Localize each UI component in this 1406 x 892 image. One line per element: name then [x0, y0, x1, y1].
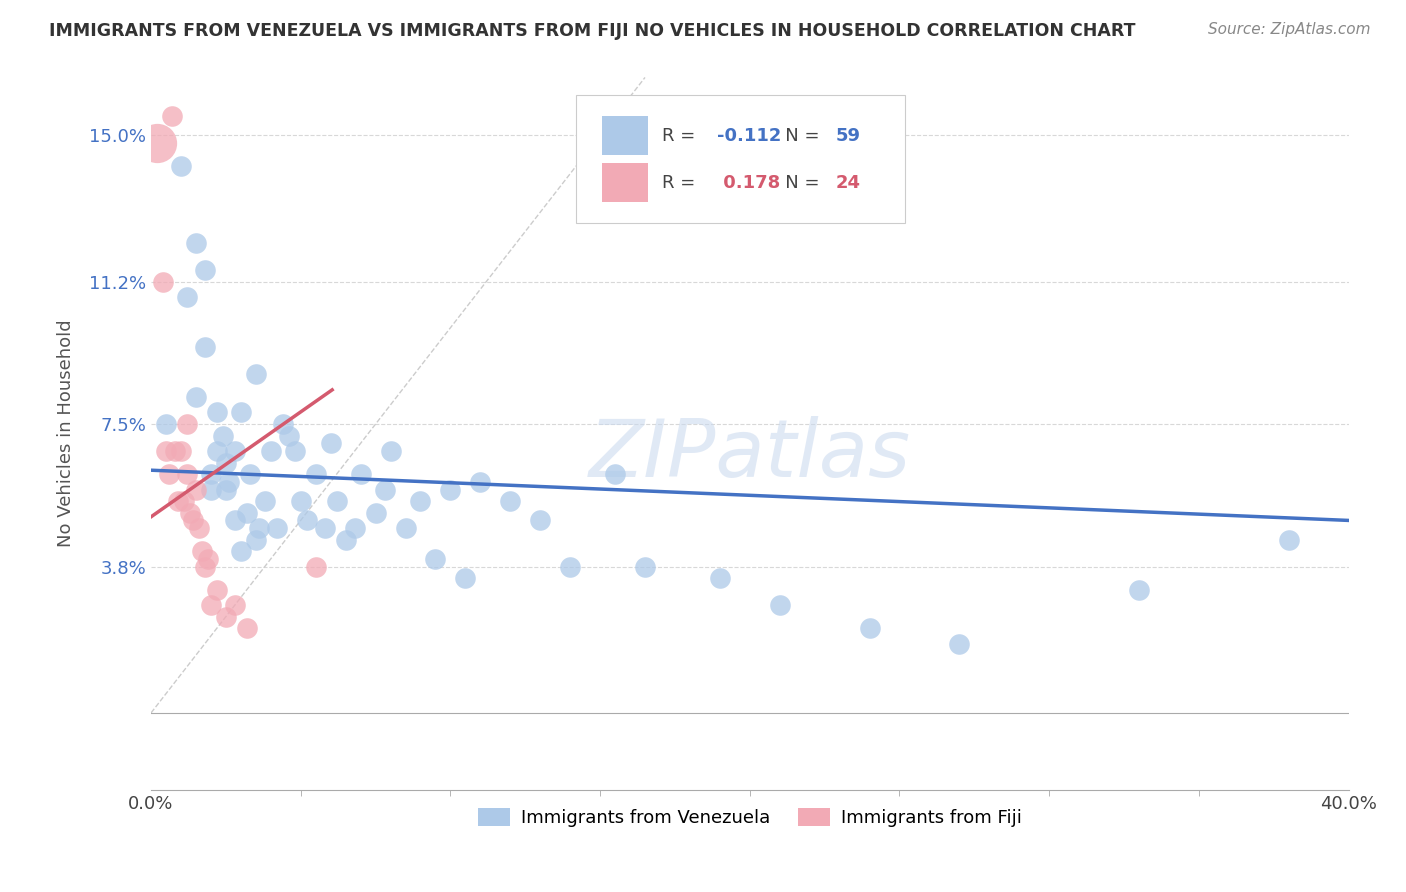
Point: [200, 598, 222, 612]
Point: [229, 405, 252, 419]
Point: [343, 521, 366, 535]
Text: N =: N =: [768, 127, 825, 145]
Text: 59: 59: [837, 127, 860, 145]
Point: [380, 444, 402, 458]
Point: [184, 390, 207, 404]
Point: [224, 444, 246, 458]
Point: [152, 275, 174, 289]
FancyBboxPatch shape: [603, 116, 648, 155]
Point: [191, 544, 214, 558]
Point: [229, 544, 252, 558]
Text: R =: R =: [662, 174, 702, 192]
Point: [167, 494, 190, 508]
Point: [266, 521, 288, 535]
Point: [224, 598, 246, 612]
Point: [218, 475, 240, 489]
Point: [173, 494, 195, 508]
Point: [499, 494, 522, 508]
Text: R =: R =: [662, 127, 702, 145]
Point: [305, 559, 328, 574]
Point: [247, 521, 270, 535]
Point: [176, 417, 198, 431]
Point: [470, 475, 492, 489]
Point: [290, 494, 312, 508]
Point: [529, 513, 551, 527]
Point: [179, 506, 201, 520]
Point: [948, 636, 970, 650]
Point: [184, 483, 207, 497]
Point: [215, 483, 238, 497]
Point: [284, 444, 307, 458]
Point: [236, 506, 259, 520]
Point: [200, 483, 222, 497]
Point: [245, 367, 267, 381]
Text: -0.112: -0.112: [717, 127, 782, 145]
Point: [1278, 533, 1301, 547]
Point: [319, 436, 342, 450]
Point: [197, 552, 219, 566]
Point: [205, 405, 228, 419]
Y-axis label: No Vehicles in Household: No Vehicles in Household: [58, 320, 75, 548]
Point: [215, 456, 238, 470]
Point: [374, 483, 396, 497]
Point: [409, 494, 432, 508]
Point: [364, 506, 387, 520]
Text: ZIPatlas: ZIPatlas: [589, 416, 911, 494]
Point: [160, 109, 183, 123]
Point: [194, 340, 217, 354]
Point: [394, 521, 416, 535]
Point: [212, 428, 235, 442]
Point: [271, 417, 294, 431]
Point: [157, 467, 180, 482]
Point: [454, 571, 477, 585]
FancyBboxPatch shape: [603, 163, 648, 202]
Point: [194, 263, 217, 277]
Point: [634, 559, 657, 574]
Point: [295, 513, 318, 527]
Point: [709, 571, 731, 585]
Legend: Immigrants from Venezuela, Immigrants from Fiji: Immigrants from Venezuela, Immigrants fr…: [471, 800, 1029, 834]
Point: [603, 467, 626, 482]
Point: [314, 521, 336, 535]
Point: [236, 621, 259, 635]
Point: [181, 513, 204, 527]
Text: Source: ZipAtlas.com: Source: ZipAtlas.com: [1208, 22, 1371, 37]
Point: [224, 513, 246, 527]
Point: [560, 559, 582, 574]
Point: [277, 428, 299, 442]
Point: [305, 467, 328, 482]
Point: [184, 235, 207, 250]
Point: [239, 467, 262, 482]
Point: [215, 609, 238, 624]
Point: [170, 444, 193, 458]
Text: 24: 24: [837, 174, 860, 192]
Point: [769, 598, 792, 612]
FancyBboxPatch shape: [576, 95, 905, 224]
Point: [335, 533, 357, 547]
Point: [155, 417, 177, 431]
Point: [1128, 582, 1150, 597]
Point: [170, 159, 193, 173]
Point: [858, 621, 880, 635]
Point: [205, 582, 228, 597]
Point: [200, 467, 222, 482]
Point: [146, 136, 169, 150]
Text: 0.178: 0.178: [717, 174, 780, 192]
Point: [188, 521, 211, 535]
Point: [205, 444, 228, 458]
Point: [439, 483, 461, 497]
Point: [245, 533, 267, 547]
Point: [176, 467, 198, 482]
Point: [325, 494, 347, 508]
Point: [176, 290, 198, 304]
Point: [425, 552, 447, 566]
Point: [349, 467, 371, 482]
Point: [260, 444, 283, 458]
Point: [253, 494, 276, 508]
Text: IMMIGRANTS FROM VENEZUELA VS IMMIGRANTS FROM FIJI NO VEHICLES IN HOUSEHOLD CORRE: IMMIGRANTS FROM VENEZUELA VS IMMIGRANTS …: [49, 22, 1136, 40]
Point: [194, 559, 217, 574]
Text: N =: N =: [768, 174, 825, 192]
Point: [163, 444, 186, 458]
Point: [155, 444, 177, 458]
